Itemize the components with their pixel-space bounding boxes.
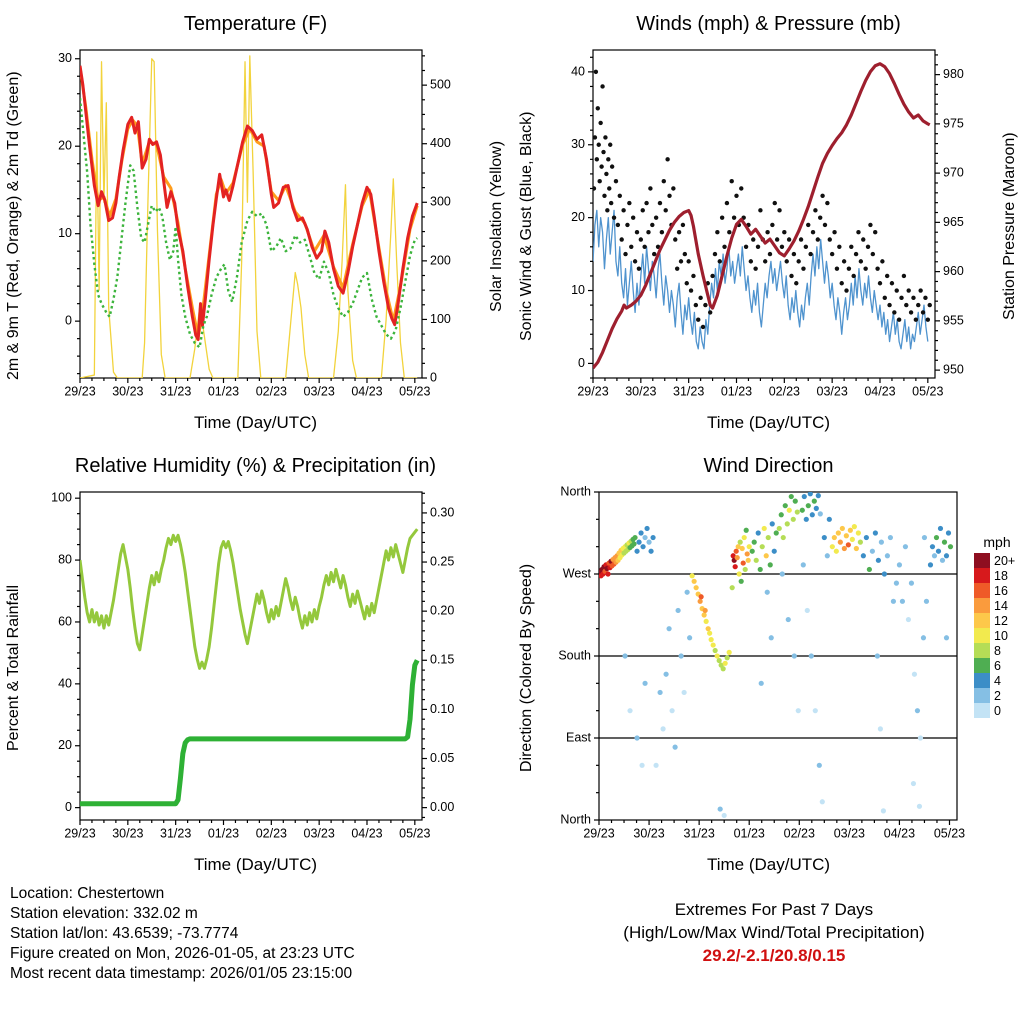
temperature-x-axis-label: Time (Day/UTC) bbox=[193, 413, 318, 432]
legend-item-label: 6 bbox=[994, 658, 1001, 673]
legend-item: 20+ bbox=[974, 553, 1020, 568]
legend-color-swatch bbox=[974, 658, 990, 673]
winds-pressure-chart-canvas bbox=[539, 40, 997, 412]
humidity-precip-chart-canvas bbox=[26, 482, 484, 854]
legend-item-label: 2 bbox=[994, 688, 1001, 703]
temperature-chart-canvas bbox=[26, 40, 484, 412]
legend-item: 12 bbox=[974, 613, 1020, 628]
legend-item-label: 20+ bbox=[994, 553, 1016, 568]
winds-pressure-chart: Winds (mph) & Pressure (mb) Sonic Wind &… bbox=[515, 10, 1022, 438]
legend-color-swatch bbox=[974, 553, 990, 568]
legend-color-swatch bbox=[974, 568, 990, 583]
extremes-subtitle: (High/Low/Max Wind/Total Precipitation) bbox=[623, 923, 925, 942]
most-recent-data-timestamp: Most recent data timestamp: 2026/01/05 2… bbox=[10, 965, 353, 982]
footer: Location: Chestertown Station elevation:… bbox=[0, 880, 1024, 984]
legend-color-swatch bbox=[974, 643, 990, 658]
humidity-precip-chart: Relative Humidity (%) & Precipitation (i… bbox=[2, 452, 509, 880]
temperature-y-axis-label: 2m & 9m T (Red, Orange) & 2m Td (Green) bbox=[5, 71, 22, 381]
legend-item-label: 0 bbox=[994, 703, 1001, 718]
legend-color-swatch bbox=[974, 688, 990, 703]
station-location: Location: Chestertown bbox=[10, 885, 165, 902]
legend-item-label: 4 bbox=[994, 673, 1001, 688]
winds-pressure-chart-body: Sonic Wind & Gust (Blue, Black) Station … bbox=[515, 40, 1022, 412]
winds-pressure-chart-title: Winds (mph) & Pressure (mb) bbox=[636, 13, 901, 35]
extremes-title: Extremes For Past 7 Days bbox=[674, 900, 874, 919]
legend-item: 0 bbox=[974, 703, 1020, 718]
legend-item: 6 bbox=[974, 658, 1020, 673]
legend-color-swatch bbox=[974, 628, 990, 643]
legend-item: 8 bbox=[974, 643, 1020, 658]
wind-gust-y-axis-label: Sonic Wind & Gust (Blue, Black) bbox=[518, 111, 535, 341]
solar-insolation-y-axis-label: Solar Insolation (Yellow) bbox=[488, 140, 505, 312]
legend-color-swatch bbox=[974, 673, 990, 688]
wind-direction-x-axis-label: Time (Day/UTC) bbox=[706, 855, 831, 874]
extremes-values: 29.2/-2.1/20.8/0.15 bbox=[702, 946, 846, 965]
legend-color-swatch bbox=[974, 598, 990, 613]
station-pressure-y-axis-label: Station Pressure (Maroon) bbox=[1001, 132, 1018, 320]
extremes-block: Extremes For Past 7 Days (High/Low/Max W… bbox=[534, 884, 1014, 984]
temperature-chart-title: Temperature (F) bbox=[183, 13, 328, 35]
legend-item: 14 bbox=[974, 598, 1020, 613]
humidity-precip-chart-title: Relative Humidity (%) & Precipitation (i… bbox=[74, 455, 437, 477]
chart-grid: Temperature (F) 2m & 9m T (Red, Orange) … bbox=[2, 10, 1022, 880]
wind-speed-legend-items: 20+ 18 16 14 12 10 8 6 4 2 0 bbox=[974, 553, 1020, 718]
temperature-chart: Temperature (F) 2m & 9m T (Red, Orange) … bbox=[2, 10, 509, 438]
legend-item-label: 12 bbox=[994, 613, 1008, 628]
legend-item: 4 bbox=[974, 673, 1020, 688]
legend-item: 18 bbox=[974, 568, 1020, 583]
legend-color-swatch bbox=[974, 703, 990, 718]
station-info: Location: Chestertown Station elevation:… bbox=[10, 884, 355, 984]
wind-direction-chart-canvas bbox=[539, 482, 975, 854]
legend-item-label: 16 bbox=[994, 583, 1008, 598]
legend-item-label: 8 bbox=[994, 643, 1001, 658]
legend-color-swatch bbox=[974, 613, 990, 628]
percent-rainfall-y-axis-label: Percent & Total Rainfall bbox=[5, 585, 22, 752]
winds-pressure-x-axis-label: Time (Day/UTC) bbox=[706, 413, 831, 432]
legend-item: 10 bbox=[974, 628, 1020, 643]
humidity-precip-x-axis-label: Time (Day/UTC) bbox=[193, 855, 318, 874]
legend-item: 2 bbox=[974, 688, 1020, 703]
wind-direction-chart: Wind Direction Direction (Colored By Spe… bbox=[515, 452, 1022, 880]
wind-direction-chart-body: Direction (Colored By Speed) mph 20+ 18 16… bbox=[515, 482, 1022, 854]
figure-created-timestamp: Figure created on Mon, 2026-01-05, at 23… bbox=[10, 945, 355, 962]
humidity-precip-chart-body: Percent & Total Rainfall bbox=[2, 482, 509, 854]
legend-item: 16 bbox=[974, 583, 1020, 598]
wind-speed-legend: mph 20+ 18 16 14 12 10 8 6 4 2 0 bbox=[974, 534, 1020, 718]
wind-direction-y-axis-label: Direction (Colored By Speed) bbox=[518, 563, 535, 773]
legend-item-label: 14 bbox=[994, 598, 1008, 613]
station-elevation: Station elevation: 332.02 m bbox=[10, 905, 198, 922]
legend-color-swatch bbox=[974, 583, 990, 598]
legend-item-label: 10 bbox=[994, 628, 1008, 643]
legend-item-label: 18 bbox=[994, 568, 1008, 583]
wind-direction-chart-title: Wind Direction bbox=[703, 455, 834, 477]
wind-speed-legend-title: mph bbox=[983, 534, 1011, 550]
station-latlon: Station lat/lon: 43.6539; -73.7774 bbox=[10, 925, 239, 942]
temperature-chart-body: 2m & 9m T (Red, Orange) & 2m Td (Green) … bbox=[2, 40, 509, 412]
